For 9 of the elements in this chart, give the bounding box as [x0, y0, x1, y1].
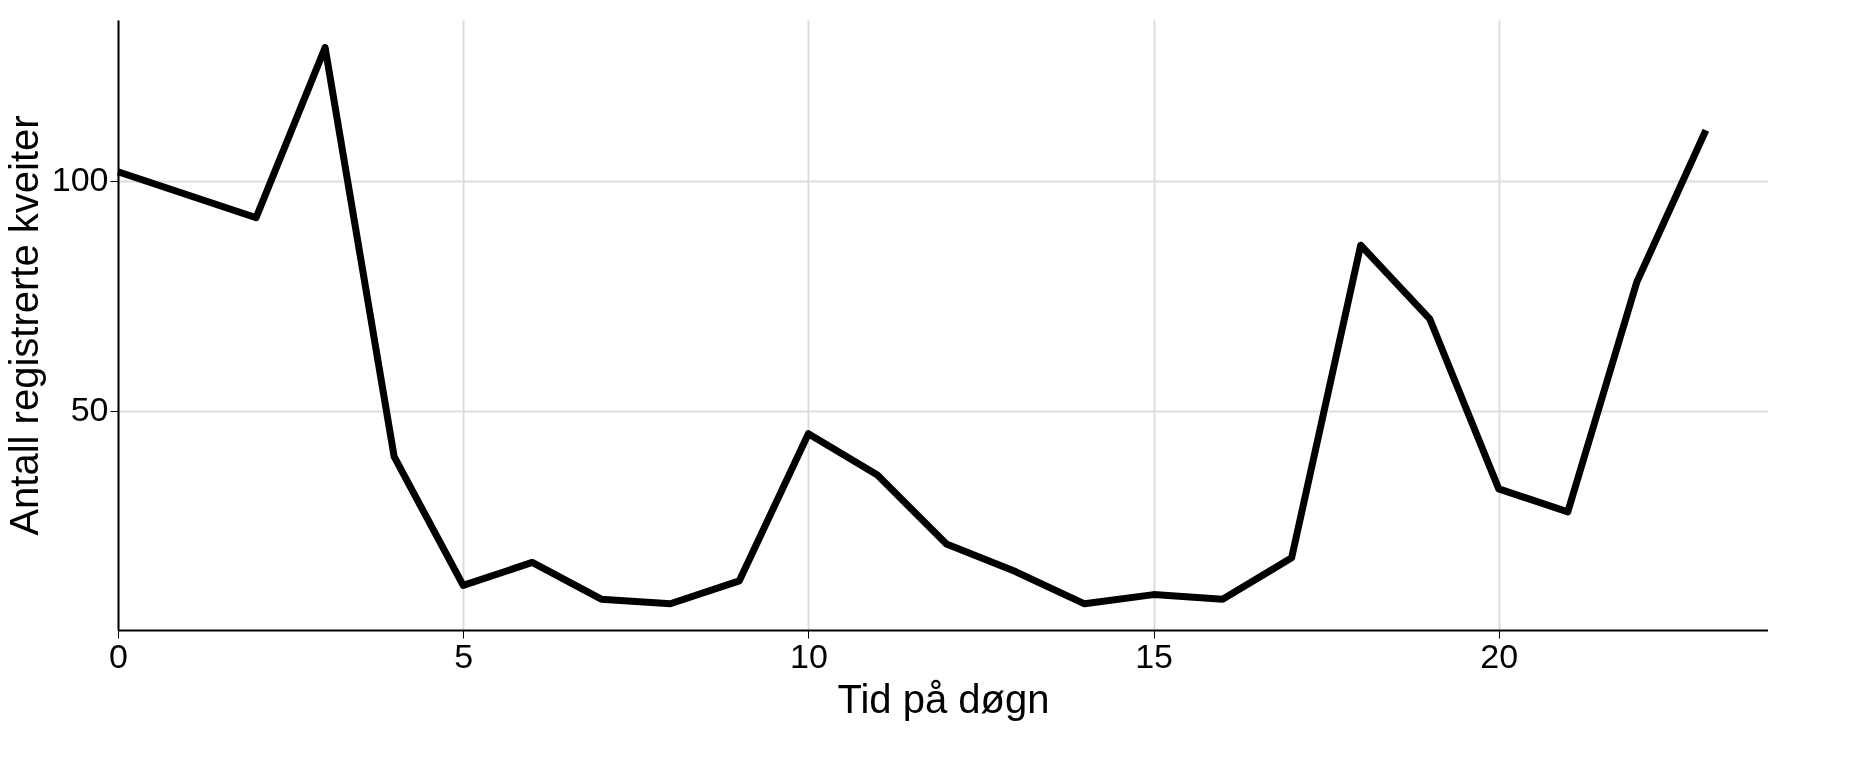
x-tick-label: 10: [789, 636, 828, 675]
x-tick-label: 20: [1480, 636, 1519, 675]
y-axis-title: Antall registrerte kveiter: [1, 115, 46, 536]
y-tick-label: 100: [51, 160, 109, 199]
x-tick-label: 0: [109, 636, 128, 675]
x-tick-label: 15: [1135, 636, 1173, 675]
x-axis-title: Tid på døgn: [837, 676, 1050, 721]
x-tick-label: 5: [454, 636, 474, 675]
y-tick-label: 50: [70, 390, 109, 429]
